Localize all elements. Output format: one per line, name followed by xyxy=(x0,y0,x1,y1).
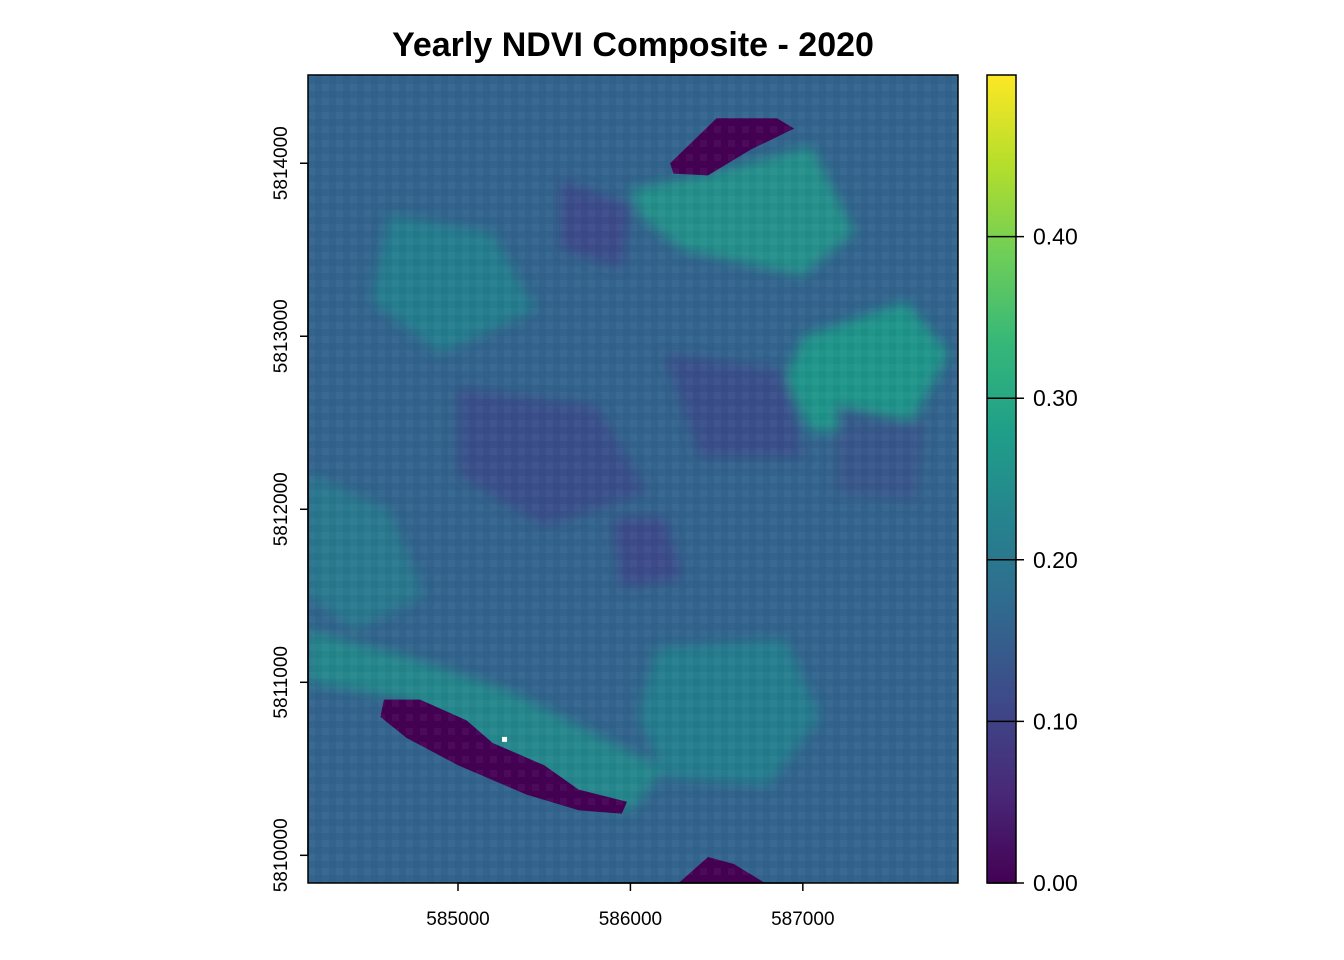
x-tick-label: 586000 xyxy=(599,909,662,930)
colorbar-tick-label: 0.40 xyxy=(1033,224,1078,250)
y-axis: 5810000 5811000 5812000 5813000 5814000 xyxy=(271,126,309,892)
colorbar-tick-label: 0.10 xyxy=(1033,708,1078,734)
y-tick-label: 5812000 xyxy=(271,472,292,546)
y-tick-label: 5811000 xyxy=(271,646,292,719)
colorbar-tick-label: 0.30 xyxy=(1033,385,1078,411)
x-tick-label: 587000 xyxy=(771,909,834,930)
x-tick-label: 585000 xyxy=(426,909,489,930)
y-tick-label: 5814000 xyxy=(271,126,292,200)
colorbar-ramp xyxy=(986,74,1017,884)
y-tick-label: 5810000 xyxy=(271,818,292,892)
raster-texture xyxy=(308,75,958,883)
colorbar-ticks: 0.00 0.10 0.20 0.30 0.40 xyxy=(987,224,1078,896)
ndvi-raster xyxy=(308,75,958,883)
missing-pixel xyxy=(502,736,508,742)
colorbar-tick-label: 0.00 xyxy=(1033,870,1078,896)
chart-title: Yearly NDVI Composite - 2020 xyxy=(392,26,874,64)
y-tick-label: 5813000 xyxy=(271,299,292,373)
colorbar: 0.00 0.10 0.20 0.30 0.40 xyxy=(986,74,1078,896)
colorbar-tick-label: 0.20 xyxy=(1033,547,1078,573)
x-axis: 585000 586000 587000 xyxy=(426,882,835,930)
